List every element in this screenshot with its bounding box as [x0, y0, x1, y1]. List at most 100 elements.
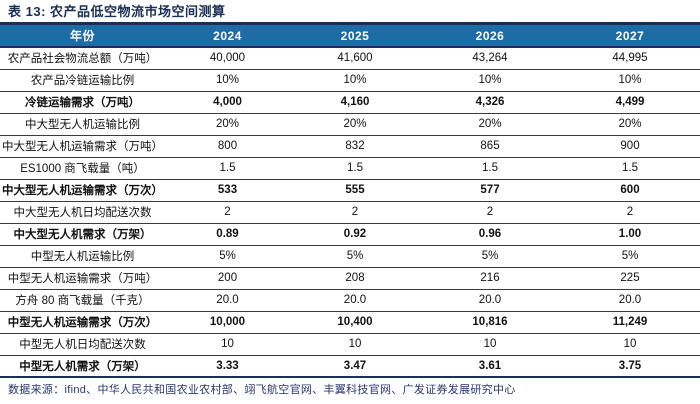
cell-value: 1.5: [165, 157, 290, 180]
cell-value: 0.89: [165, 223, 290, 246]
row-label: 方舟 80 商飞载量（千克）: [0, 289, 165, 312]
cell-value: 10: [165, 333, 290, 356]
table-row: 中型无人机运输需求（万吨） 200 208 216 225: [0, 267, 700, 290]
row-label: 中型无人机日均配送次数: [0, 333, 165, 356]
cell-value: 10%: [290, 69, 420, 92]
cell-value: 4,326: [420, 91, 560, 114]
cell-value: 10,816: [420, 311, 560, 334]
row-label: ES1000 商飞载量（吨）: [0, 157, 165, 180]
cell-value: 40,000: [165, 47, 290, 70]
table-row: 农产品社会物流总额（万吨） 40,000 41,600 43,264 44,995: [0, 47, 700, 70]
row-label: 中型无人机运输比例: [0, 245, 165, 268]
row-label: 农产品冷链运输比例: [0, 69, 165, 92]
cell-value: 10%: [420, 69, 560, 92]
cell-value: 533: [165, 179, 290, 202]
cell-value: 43,264: [420, 47, 560, 70]
table-row: 中大型无人机需求（万架） 0.89 0.92 0.96 1.00: [0, 223, 700, 246]
cell-value: 0.96: [420, 223, 560, 246]
row-label: 中大型无人机需求（万架）: [0, 223, 165, 246]
row-label: 冷链运输需求（万吨）: [0, 91, 165, 114]
header-cell-2024: 2024: [165, 25, 290, 48]
cell-value: 10,400: [290, 311, 420, 334]
table-row: 方舟 80 商飞载量（千克） 20.0 20.0 20.0 20.0: [0, 289, 700, 312]
cell-value: 20.0: [420, 289, 560, 312]
cell-value: 20%: [290, 113, 420, 136]
cell-value: 20.0: [165, 289, 290, 312]
table-row: 中大型无人机日均配送次数 2 2 2 2: [0, 201, 700, 224]
cell-value: 577: [420, 179, 560, 202]
header-cell-year: 年份: [0, 25, 165, 48]
table-row: 中大型无人机运输需求（万吨） 800 832 865 900: [0, 135, 700, 158]
row-label: 中型无人机运输需求（万吨）: [0, 267, 165, 290]
row-label: 中大型无人机运输需求（万吨）: [0, 135, 165, 158]
cell-value: 200: [165, 267, 290, 290]
row-label: 中大型无人机日均配送次数: [0, 201, 165, 224]
header-cell-2025: 2025: [290, 25, 420, 48]
cell-value: 1.5: [420, 157, 560, 180]
table-row: 中型无人机日均配送次数 10 10 10 10: [0, 333, 700, 356]
header-cell-2027: 2027: [560, 25, 700, 48]
cell-value: 2: [165, 201, 290, 224]
cell-value: 2: [290, 201, 420, 224]
data-source-note: 数据来源：ifind、中华人民共和国农业农村部、翊飞航空官网、丰翼科技官网、广发…: [8, 384, 516, 396]
row-label: 农产品社会物流总额（万吨）: [0, 47, 165, 70]
cell-value: 20%: [420, 113, 560, 136]
cell-value: 2: [420, 201, 560, 224]
cell-value: 3.75: [560, 355, 700, 378]
cell-value: 10: [420, 333, 560, 356]
cell-value: 10,000: [165, 311, 290, 334]
table-title: 表 13: 农产品低空物流市场空间测算: [8, 4, 226, 19]
cell-value: 5%: [560, 245, 700, 268]
table-header-row: 年份 2024 2025 2026 2027: [0, 25, 700, 48]
table-row: 中型无人机运输比例 5% 5% 5% 5%: [0, 245, 700, 268]
cell-value: 41,600: [290, 47, 420, 70]
cell-value: 555: [290, 179, 420, 202]
cell-value: 10: [560, 333, 700, 356]
cell-value: 5%: [420, 245, 560, 268]
cell-value: 20%: [560, 113, 700, 136]
cell-value: 4,160: [290, 91, 420, 114]
table-row: 中型无人机需求（万架） 3.33 3.47 3.61 3.75: [0, 355, 700, 378]
cell-value: 208: [290, 267, 420, 290]
cell-value: 800: [165, 135, 290, 158]
cell-value: 20.0: [290, 289, 420, 312]
cell-value: 3.61: [420, 355, 560, 378]
cell-value: 10: [290, 333, 420, 356]
cell-value: 5%: [290, 245, 420, 268]
title-rule: [0, 22, 700, 25]
data-table: 年份 2024 2025 2026 2027 农产品社会物流总额（万吨） 40,0…: [0, 25, 700, 378]
table-row: 中大型无人机运输比例 20% 20% 20% 20%: [0, 113, 700, 136]
cell-value: 11,249: [560, 311, 700, 334]
cell-value: 1.5: [290, 157, 420, 180]
table-row: 冷链运输需求（万吨） 4,000 4,160 4,326 4,499: [0, 91, 700, 114]
cell-value: 3.33: [165, 355, 290, 378]
cell-value: 20.0: [560, 289, 700, 312]
cell-value: 4,000: [165, 91, 290, 114]
table-row: 中型无人机运输需求（万次） 10,000 10,400 10,816 11,249: [0, 311, 700, 334]
row-label: 中大型无人机运输比例: [0, 113, 165, 136]
table-body: 农产品社会物流总额（万吨） 40,000 41,600 43,264 44,995 农产品…: [0, 47, 700, 378]
cell-value: 0.92: [290, 223, 420, 246]
cell-value: 4,499: [560, 91, 700, 114]
cell-value: 832: [290, 135, 420, 158]
cell-value: 20%: [165, 113, 290, 136]
table-row: 农产品冷链运输比例 10% 10% 10% 10%: [0, 69, 700, 92]
cell-value: 900: [560, 135, 700, 158]
cell-value: 600: [560, 179, 700, 202]
cell-value: 216: [420, 267, 560, 290]
row-label: 中型无人机需求（万架）: [0, 355, 165, 378]
cell-value: 865: [420, 135, 560, 158]
cell-value: 1.00: [560, 223, 700, 246]
cell-value: 3.47: [290, 355, 420, 378]
row-label: 中型无人机运输需求（万次）: [0, 311, 165, 334]
table-row: 中大型无人机运输需求（万次） 533 555 577 600: [0, 179, 700, 202]
cell-value: 2: [560, 201, 700, 224]
cell-value: 1.5: [560, 157, 700, 180]
cell-value: 44,995: [560, 47, 700, 70]
table-row: ES1000 商飞载量（吨） 1.5 1.5 1.5 1.5: [0, 157, 700, 180]
header-cell-2026: 2026: [420, 25, 560, 48]
cell-value: 10%: [165, 69, 290, 92]
row-label: 中大型无人机运输需求（万次）: [0, 179, 165, 202]
cell-value: 225: [560, 267, 700, 290]
